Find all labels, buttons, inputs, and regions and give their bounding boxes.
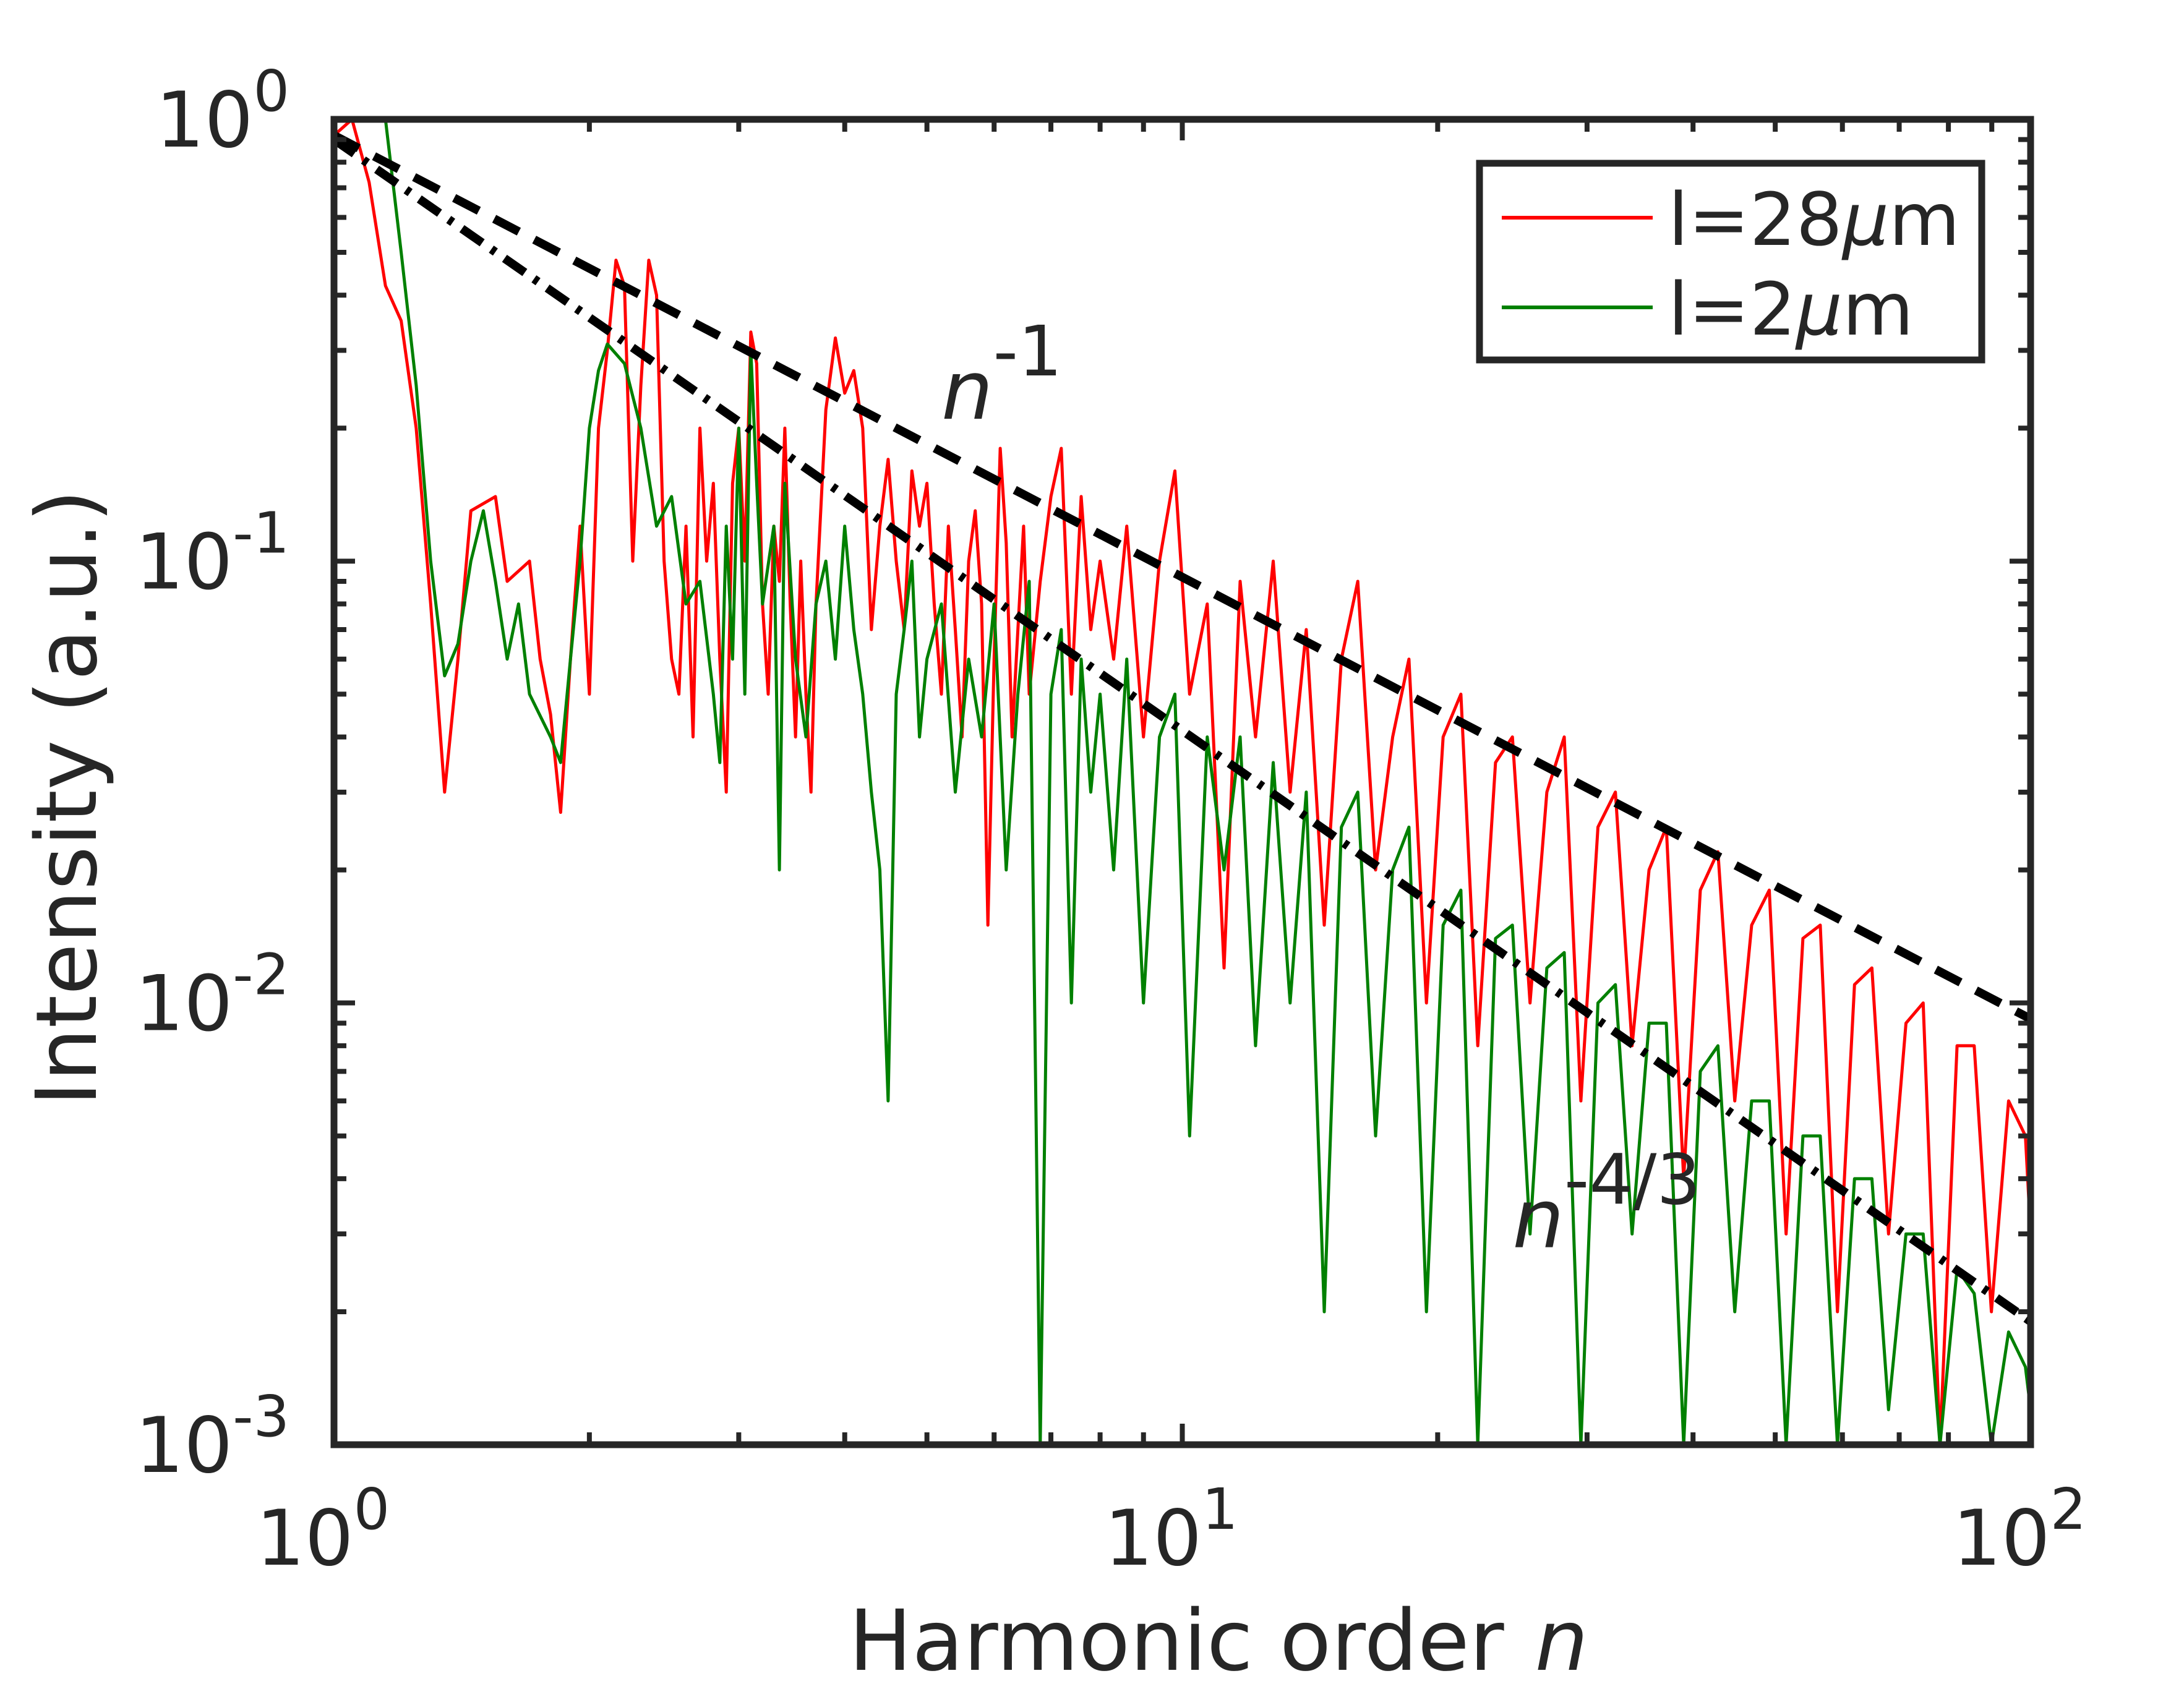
reference-line-n-4-3 xyxy=(334,135,2031,1325)
y-tick-label: 100 xyxy=(156,58,289,165)
annotation-n-4-3: n-4/3 xyxy=(1512,1140,1700,1267)
annotation-n-1: n-1 xyxy=(941,312,1062,438)
series-line-l2um xyxy=(383,119,2031,1445)
x-tick-labels: 100 101 102 xyxy=(256,1476,2086,1583)
x-axis-label: Harmonic order n xyxy=(849,1593,1588,1689)
plot-area xyxy=(334,119,2031,1445)
legend-label-l2um: l=2μm xyxy=(1668,267,1914,352)
x-tick-label: 100 xyxy=(256,1476,390,1583)
legend-label-l28um: l=28μm xyxy=(1668,177,1960,262)
y-axis-label: Intensity (a.u.) xyxy=(19,489,116,1106)
y-tick-label: 10-3 xyxy=(135,1383,289,1490)
x-tick-label: 101 xyxy=(1104,1476,1238,1583)
tick-marks xyxy=(332,117,2033,1447)
x-tick-label: 102 xyxy=(1953,1476,2086,1583)
legend-box xyxy=(1476,160,1985,364)
y-tick-label: 10-1 xyxy=(135,500,289,607)
y-tick-labels: 100 10-1 10-2 10-3 xyxy=(135,58,289,1490)
y-tick-label: 10-2 xyxy=(135,942,289,1049)
reference-line-n-1 xyxy=(334,131,2031,1023)
